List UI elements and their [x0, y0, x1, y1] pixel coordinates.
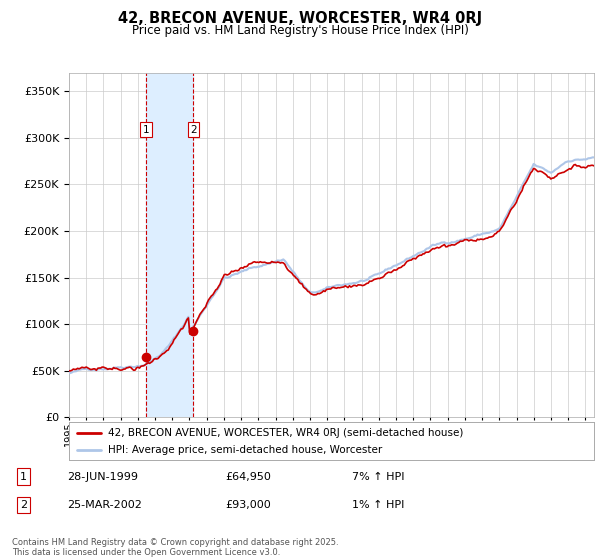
Text: 25-MAR-2002: 25-MAR-2002: [67, 500, 142, 510]
Text: 28-JUN-1999: 28-JUN-1999: [67, 472, 138, 482]
Text: Price paid vs. HM Land Registry's House Price Index (HPI): Price paid vs. HM Land Registry's House …: [131, 24, 469, 36]
Text: HPI: Average price, semi-detached house, Worcester: HPI: Average price, semi-detached house,…: [109, 445, 383, 455]
Text: 42, BRECON AVENUE, WORCESTER, WR4 0RJ (semi-detached house): 42, BRECON AVENUE, WORCESTER, WR4 0RJ (s…: [109, 427, 464, 437]
Text: Contains HM Land Registry data © Crown copyright and database right 2025.
This d: Contains HM Land Registry data © Crown c…: [12, 538, 338, 557]
Text: 7% ↑ HPI: 7% ↑ HPI: [352, 472, 404, 482]
Text: 42, BRECON AVENUE, WORCESTER, WR4 0RJ: 42, BRECON AVENUE, WORCESTER, WR4 0RJ: [118, 11, 482, 26]
Text: £64,950: £64,950: [225, 472, 271, 482]
Text: 1% ↑ HPI: 1% ↑ HPI: [352, 500, 404, 510]
Text: 1: 1: [20, 472, 27, 482]
Text: £93,000: £93,000: [225, 500, 271, 510]
Text: 2: 2: [20, 500, 27, 510]
Text: 1: 1: [143, 125, 149, 134]
Bar: [146, 73, 193, 417]
Text: 2: 2: [190, 125, 197, 134]
